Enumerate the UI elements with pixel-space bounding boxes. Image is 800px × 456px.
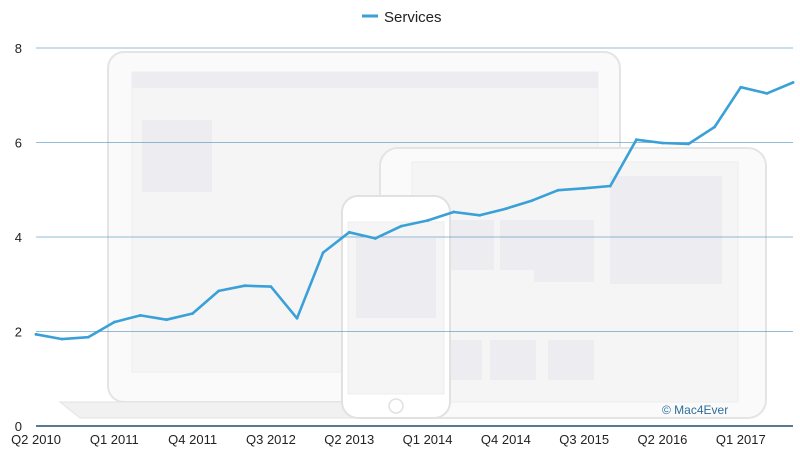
x-tick-label: Q2 2010 [11, 432, 61, 447]
data-point [347, 230, 351, 234]
x-axis-tick-labels: Q2 2010 Q1 2011 Q4 2011 Q3 2012 Q2 2013 Q1 20… [11, 432, 766, 447]
data-point [165, 318, 168, 322]
y-tick-label: 6 [15, 136, 22, 151]
phone-illustration [341, 195, 451, 419]
data-point [661, 141, 664, 145]
data-point [60, 337, 64, 341]
y-tick-label: 2 [15, 325, 22, 340]
data-point [191, 312, 195, 315]
data-point [530, 199, 534, 203]
data-point [765, 91, 769, 95]
tablet-illustration [379, 147, 767, 419]
x-tick-label: Q1 2014 [403, 432, 453, 447]
data-point [739, 85, 743, 89]
data-point [400, 224, 403, 228]
y-tick-label: 8 [15, 41, 22, 56]
x-tick-label: Q1 2017 [716, 432, 766, 447]
data-point [556, 188, 560, 192]
data-point [86, 335, 90, 339]
x-tick-label: Q4 2014 [481, 432, 531, 447]
y-axis-tick-labels: 0 2 4 6 8 [15, 41, 22, 434]
x-tick-label: Q3 2012 [246, 432, 296, 447]
data-point [112, 320, 116, 324]
data-point [34, 332, 38, 336]
credit-watermark: © Mac4Ever [662, 403, 728, 417]
legend-label-services: Services [384, 9, 442, 26]
legend: Services [362, 9, 442, 26]
series-lines [34, 81, 795, 341]
data-point [243, 284, 247, 288]
data-point [269, 285, 273, 289]
x-tick-label: Q2 2013 [324, 432, 374, 447]
data-point [713, 125, 717, 129]
x-tick-label: Q3 2015 [559, 432, 609, 447]
data-point [608, 184, 612, 188]
background-devices-image [58, 51, 767, 419]
data-point [321, 251, 325, 254]
data-point [373, 237, 377, 240]
data-point [295, 316, 299, 320]
data-point [452, 210, 456, 214]
data-point [687, 142, 690, 146]
x-tick-label: Q4 2011 [168, 432, 217, 447]
data-point [791, 81, 795, 84]
data-point [634, 138, 638, 142]
data-point [217, 289, 221, 293]
y-tick-label: 4 [15, 230, 22, 245]
data-point [478, 213, 482, 217]
data-point [139, 314, 142, 317]
y-tick-label: 0 [15, 419, 22, 434]
data-point [504, 207, 508, 211]
series-line-services [34, 81, 795, 341]
x-tick-label: Q2 2016 [638, 432, 688, 447]
data-point [426, 219, 429, 222]
data-point [582, 186, 586, 190]
x-tick-label: Q1 2011 [90, 432, 139, 447]
